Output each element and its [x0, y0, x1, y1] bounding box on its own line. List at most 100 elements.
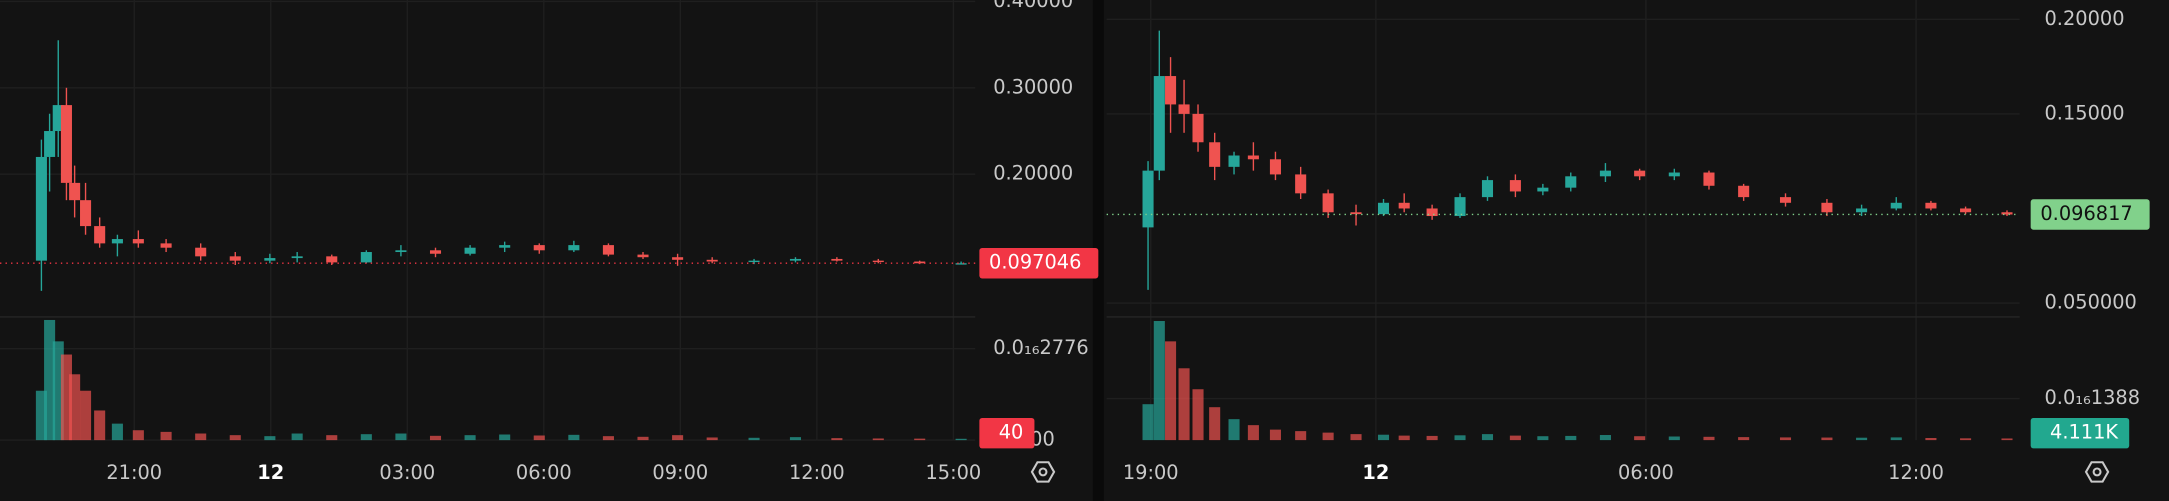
- last-price-label: 0.097046: [989, 251, 1081, 274]
- x-tick-label: 06:00: [1618, 461, 1674, 484]
- candle-body: [229, 256, 241, 261]
- candle-body: [1925, 202, 1937, 209]
- candle-body: [291, 256, 303, 259]
- candle-body: [464, 247, 476, 254]
- volume-bar: [1247, 425, 1259, 441]
- settings-button[interactable]: [2084, 461, 2110, 483]
- x-tick-label: 06:00: [516, 461, 572, 484]
- volume-bar: [229, 435, 241, 441]
- y-tick-label: 0.30000: [993, 75, 1073, 98]
- volume-bar: [429, 435, 442, 441]
- volume-bar: [464, 435, 476, 441]
- y-tick-label: 0.20000: [2045, 7, 2125, 30]
- y-tick-label: 0.15000: [2045, 101, 2125, 124]
- settings-button[interactable]: [1030, 461, 1056, 483]
- volume-bar: [1398, 435, 1410, 441]
- volume-bar: [35, 390, 47, 441]
- last-volume-tag: [979, 417, 1035, 449]
- volume-tick-label: 0.0₁₆2776: [993, 336, 1089, 359]
- candle-body: [1821, 202, 1833, 213]
- volume-bar: [111, 423, 123, 441]
- candle-body: [955, 263, 967, 265]
- volume-bar: [831, 438, 843, 441]
- candle-body: [637, 254, 649, 258]
- last-volume-label: 40: [999, 421, 1024, 444]
- volume-bar: [1153, 321, 1165, 441]
- candle-body: [914, 261, 926, 264]
- candle-body: [1509, 180, 1521, 192]
- volume-bar: [789, 437, 801, 441]
- last-price-tag: [2030, 199, 2150, 230]
- candle-body: [1634, 170, 1646, 177]
- volume-bar: [1228, 419, 1240, 441]
- volume-bar: [395, 433, 407, 441]
- candle-body: [360, 252, 372, 263]
- candle-body: [1247, 155, 1259, 160]
- volume-bar: [1509, 435, 1521, 441]
- volume-bar: [533, 435, 545, 441]
- candle-body: [1537, 187, 1549, 192]
- volume-bar: [94, 410, 106, 441]
- last-price-label: 0.096817: [2040, 202, 2132, 225]
- volume-bar: [1925, 438, 1937, 441]
- volume-bar: [955, 438, 967, 441]
- volume-bar: [1295, 431, 1307, 441]
- candle-body: [1668, 172, 1680, 177]
- volume-bar: [1192, 389, 1204, 441]
- x-tick-label: 19:00: [1123, 461, 1179, 484]
- candle-body: [1377, 202, 1390, 215]
- volume-bar: [60, 354, 72, 441]
- volume-bar: [1322, 432, 1334, 441]
- volume-bar: [1668, 436, 1680, 441]
- y-tick-label: 0.20000: [993, 162, 1073, 185]
- volume-bar: [568, 434, 580, 441]
- candle-body: [831, 258, 843, 261]
- candle-body: [1779, 197, 1792, 203]
- candle-body: [1454, 197, 1466, 217]
- settings-icon: [2084, 461, 2110, 483]
- volume-bar: [160, 431, 172, 441]
- candle-body: [1322, 193, 1334, 213]
- volume-bar: [914, 438, 926, 441]
- candle-body: [35, 156, 47, 261]
- candle-body: [1960, 208, 1972, 213]
- y-tick-label: 0.050000: [2045, 291, 2137, 314]
- candle-body: [1703, 172, 1715, 186]
- candle-body: [1228, 155, 1240, 167]
- candle-body: [60, 105, 72, 183]
- candle-body: [748, 260, 760, 263]
- candle-body: [1426, 208, 1438, 217]
- candle-body: [872, 260, 884, 263]
- candle-body: [1350, 212, 1362, 215]
- candle-body: [672, 257, 684, 260]
- x-tick-label: 12: [257, 461, 284, 484]
- volume-bar: [1738, 437, 1750, 441]
- candle-body: [80, 200, 92, 227]
- candle-body: [789, 258, 801, 261]
- last-volume-label: 4.111K: [2050, 421, 2119, 444]
- volume-bar: [326, 435, 338, 441]
- volume-bar: [1269, 429, 1281, 441]
- volume-bar: [2001, 438, 2013, 441]
- x-tick-label: 12: [1362, 461, 1389, 484]
- volume-bar: [748, 437, 760, 441]
- candle-body: [2001, 212, 2013, 215]
- candle-body: [326, 256, 338, 263]
- volume-bar: [706, 437, 718, 441]
- volume-bar: [1779, 437, 1792, 441]
- volume-bar: [1565, 435, 1577, 441]
- candle-body: [52, 105, 64, 132]
- volume-bar: [1178, 368, 1190, 441]
- candle-body: [429, 250, 442, 254]
- x-tick-label: 21:00: [106, 461, 162, 484]
- volume-bar: [1165, 341, 1177, 441]
- candle-body: [1738, 185, 1750, 198]
- volume-bar: [1634, 436, 1646, 441]
- volume-bar: [44, 319, 56, 441]
- volume-bar: [637, 436, 649, 441]
- candle-body: [1178, 104, 1190, 114]
- candle-body: [44, 131, 56, 157]
- x-tick-label: 09:00: [652, 461, 708, 484]
- volume-bar: [602, 436, 614, 441]
